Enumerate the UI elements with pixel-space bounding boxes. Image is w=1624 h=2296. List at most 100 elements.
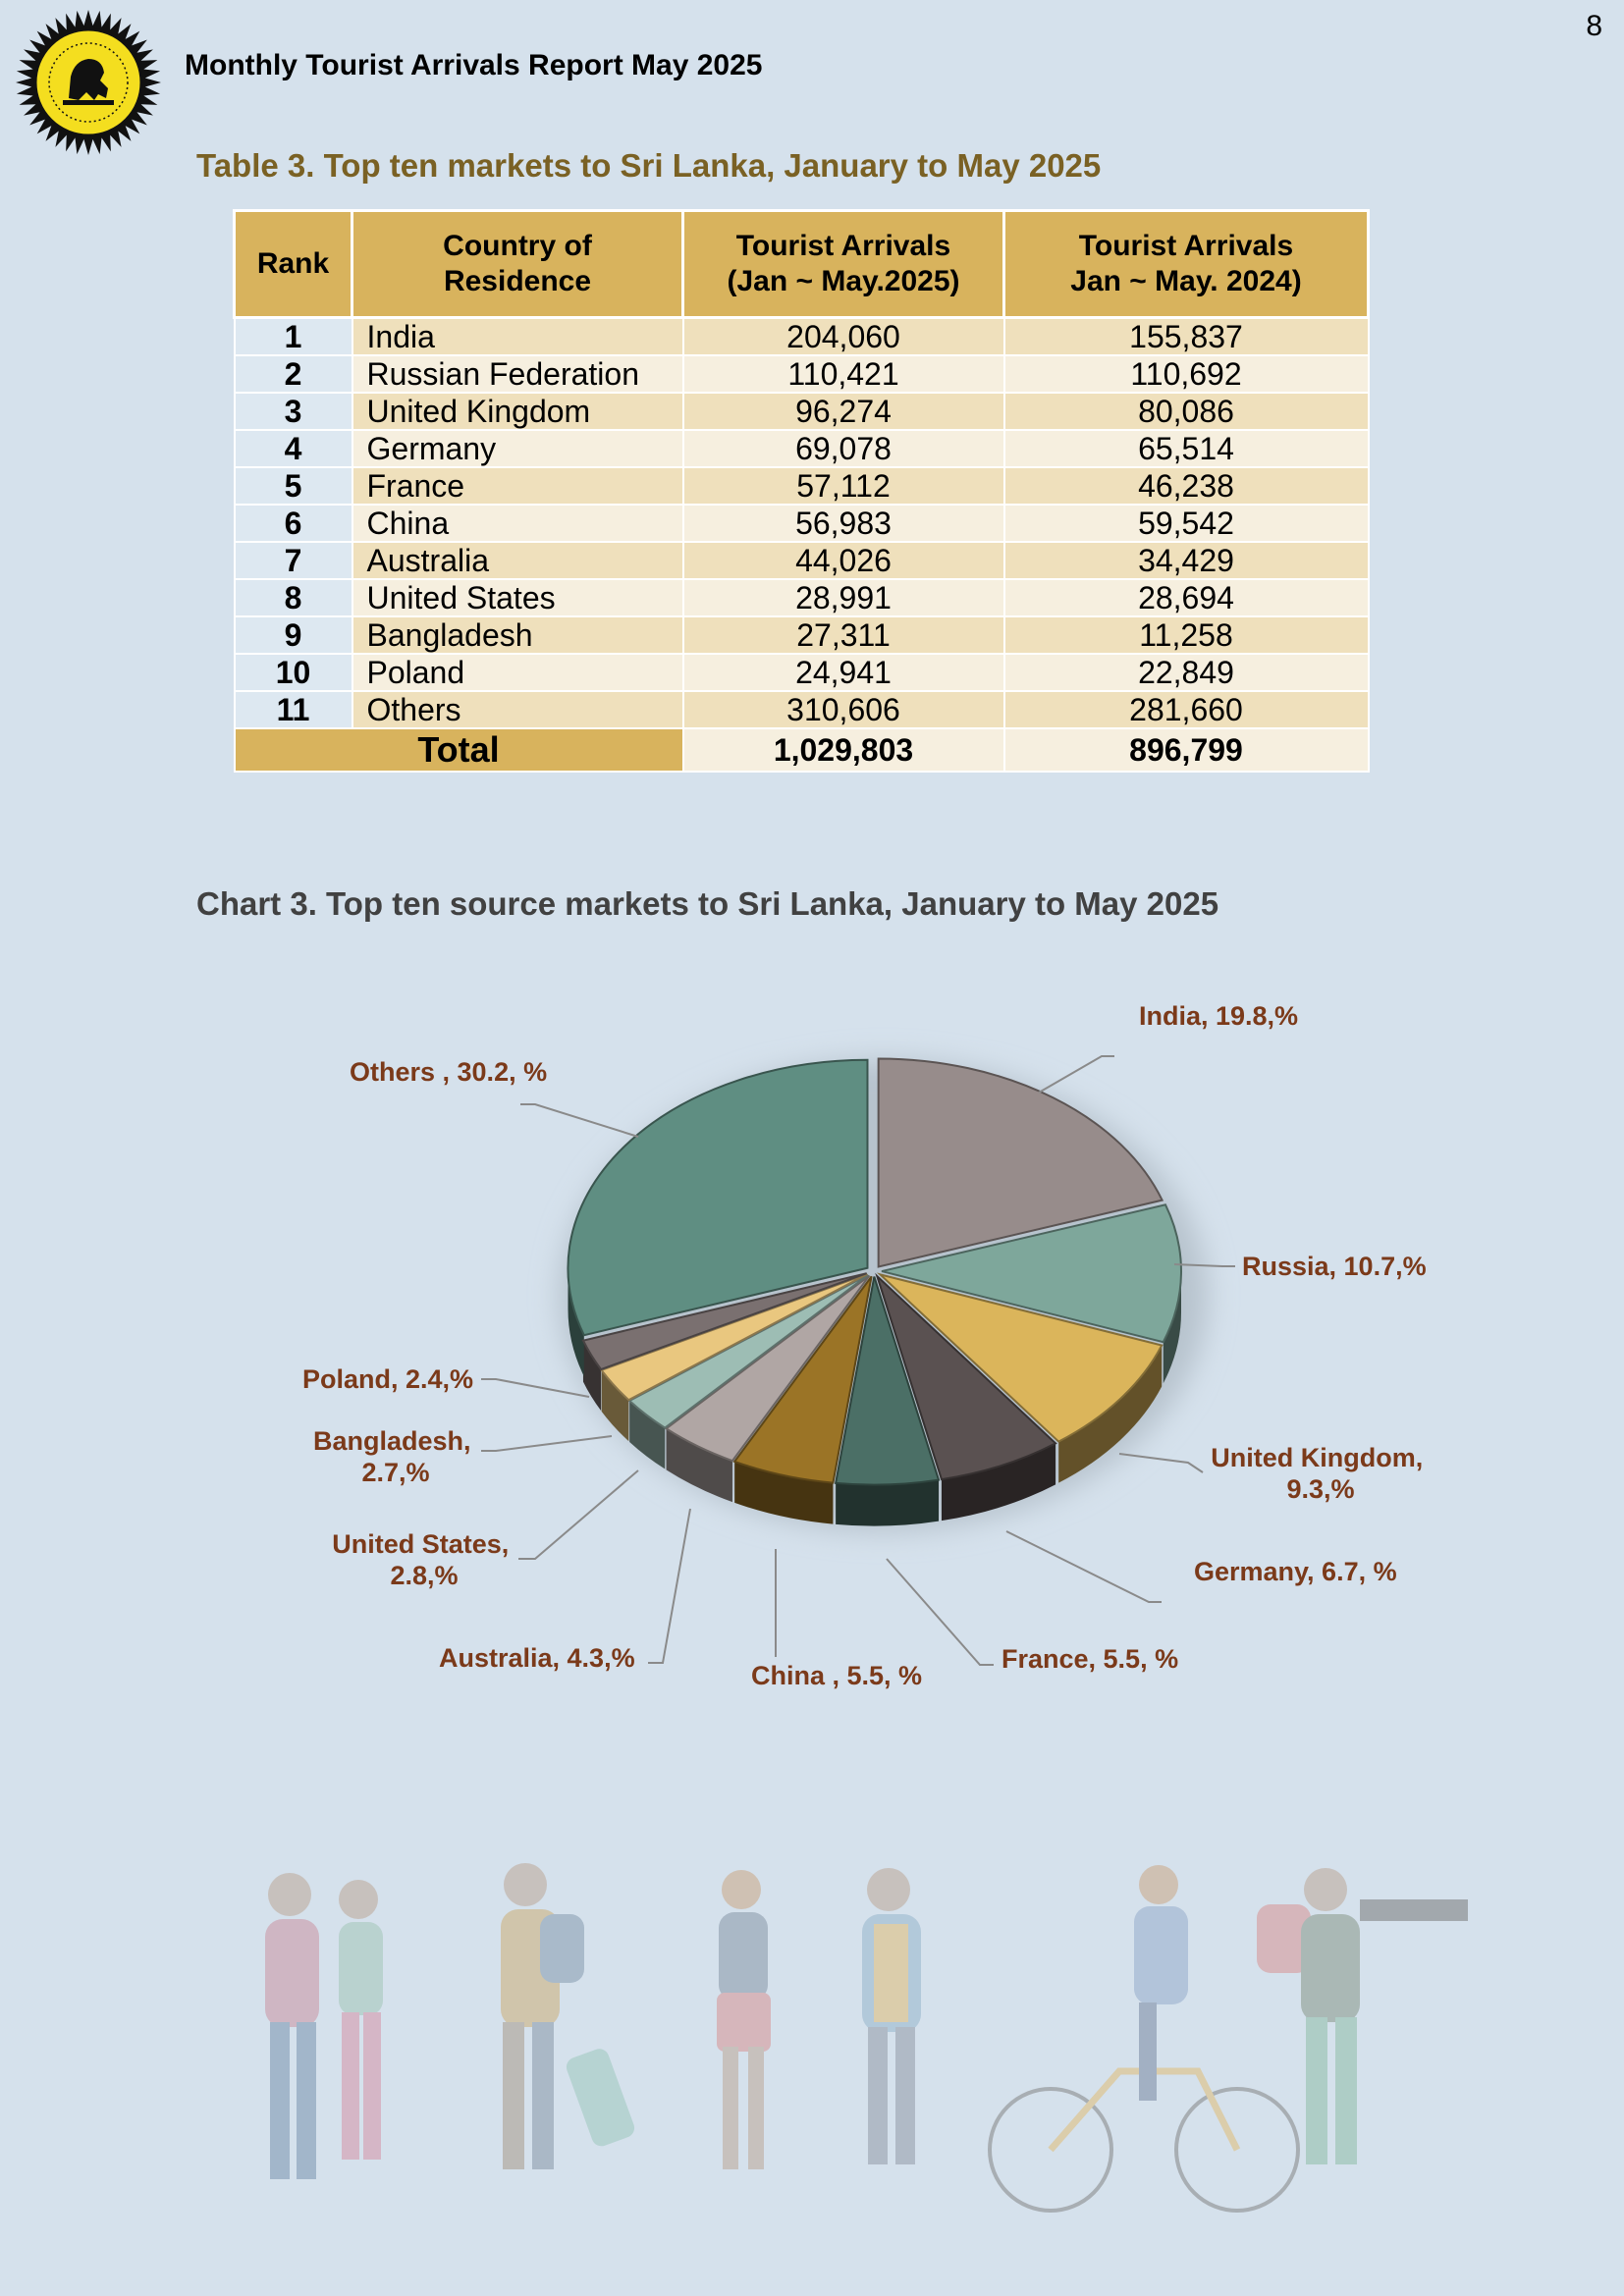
- label-united-states: United States, 2.8,%: [332, 1529, 516, 1590]
- pie-leader-lines: [481, 1055, 1235, 1666]
- leader-line-united-kingdom: [1118, 1453, 1204, 1473]
- row-rank: 10: [233, 653, 353, 692]
- header-rank: Rank: [233, 209, 353, 319]
- header-country: Country of Residence: [351, 209, 684, 319]
- table-row: 9 Bangladesh 27,311 11,258: [233, 615, 1370, 655]
- label-china-line1: China , 5.5, %: [751, 1661, 922, 1690]
- header-arrivals-2025-line2: (Jan ~ May.2025): [727, 265, 960, 297]
- row-rank: 5: [233, 466, 353, 506]
- label-united-kingdom: United Kingdom, 9.3,%: [1211, 1443, 1431, 1504]
- pie-side-others: [568, 1267, 584, 1377]
- row-rank: 7: [233, 541, 353, 580]
- label-russia-line1: Russia, 10.7,%: [1242, 1252, 1427, 1281]
- table-row: 11 Others 310,606 281,660: [233, 690, 1370, 729]
- label-poland: Poland, 2.4,%: [302, 1364, 473, 1394]
- pie-side-russia: [1163, 1271, 1181, 1384]
- row-country: Others: [351, 690, 684, 729]
- pie-side-united-states: [629, 1400, 666, 1469]
- label-india: India, 19.8,%: [1139, 1001, 1298, 1031]
- sri-lanka-tourism-logo: [16, 10, 161, 155]
- pie-labels: India, 19.8,% Russia, 10.7,% United King…: [302, 1001, 1431, 1690]
- label-bangladesh-line2: 2.7,%: [361, 1458, 429, 1487]
- label-australia: Australia, 4.3,%: [439, 1643, 635, 1673]
- pie-slice-others: [567, 1058, 869, 1337]
- leader-line-germany: [1005, 1530, 1162, 1603]
- row-arrivals-2024: 110,692: [1002, 354, 1370, 394]
- label-russia: Russia, 10.7,%: [1242, 1252, 1427, 1281]
- table-row: 5 France 57,112 46,238: [233, 466, 1370, 506]
- header-arrivals-2024-line2: Jan ~ May. 2024): [1070, 265, 1302, 297]
- label-china: China , 5.5, %: [751, 1661, 922, 1690]
- table-row: 1 India 204,060 155,837: [233, 316, 1370, 356]
- row-arrivals-2025: 57,112: [681, 466, 1005, 506]
- total-arrivals-2025: 1,029,803: [681, 727, 1005, 773]
- page-number: 8: [1586, 10, 1602, 42]
- row-arrivals-2024: 22,849: [1002, 653, 1370, 692]
- row-arrivals-2024: 155,837: [1002, 316, 1370, 356]
- label-france-line1: France, 5.5, %: [1001, 1644, 1178, 1674]
- row-country: Australia: [351, 541, 684, 580]
- row-rank: 6: [233, 504, 353, 543]
- traveler-figure: [717, 1870, 771, 2169]
- table-row: 10 Poland 24,941 22,849: [233, 653, 1370, 692]
- row-country: China: [351, 504, 684, 543]
- header-arrivals-2024-line1: Tourist Arrivals: [1078, 230, 1294, 262]
- table-header-row: Rank Country of Residence Tourist Arriva…: [233, 209, 1370, 319]
- row-arrivals-2025: 69,078: [681, 429, 1005, 468]
- row-arrivals-2024: 281,660: [1002, 690, 1370, 729]
- leader-line-india: [1038, 1055, 1114, 1094]
- header-arrivals-2025-line1: Tourist Arrivals: [735, 230, 951, 262]
- label-india-line1: India, 19.8,%: [1139, 1001, 1298, 1031]
- row-arrivals-2024: 65,514: [1002, 429, 1370, 468]
- report-title: Monthly Tourist Arrivals Report May 2025: [185, 49, 763, 81]
- label-united-kingdom-line1: United Kingdom,: [1211, 1443, 1423, 1472]
- total-label: Total: [233, 727, 684, 773]
- row-country: Russian Federation: [351, 354, 684, 394]
- label-bangladesh: Bangladesh, 2.7,%: [313, 1426, 478, 1487]
- row-rank: 11: [233, 690, 353, 729]
- traveler-figure: [1257, 1868, 1468, 2164]
- row-arrivals-2025: 28,991: [681, 578, 1005, 617]
- leader-line-bangladesh: [481, 1435, 613, 1452]
- row-arrivals-2024: 28,694: [1002, 578, 1370, 617]
- pie-side-bangladesh: [601, 1369, 629, 1442]
- row-country: Bangladesh: [351, 615, 684, 655]
- traveler-figure: [988, 1865, 1300, 2213]
- row-arrivals-2025: 110,421: [681, 354, 1005, 394]
- row-country: France: [351, 466, 684, 506]
- pie-side-poland: [582, 1340, 602, 1412]
- label-united-states-line2: 2.8,%: [390, 1561, 458, 1590]
- row-rank: 8: [233, 578, 353, 617]
- pie-slice-australia: [664, 1274, 871, 1463]
- row-rank: 4: [233, 429, 353, 468]
- row-rank: 2: [233, 354, 353, 394]
- row-country: United States: [351, 578, 684, 617]
- label-australia-line1: Australia, 4.3,%: [439, 1643, 635, 1673]
- pie-slice-france: [834, 1276, 941, 1486]
- label-others: Others , 30.2, %: [350, 1057, 547, 1087]
- chart-title: Chart 3. Top ten source markets to Sri L…: [196, 885, 1219, 922]
- travelers-illustration: [265, 1863, 1468, 2213]
- table-total-row: Total 1,029,803 896,799: [233, 727, 1370, 773]
- label-france: France, 5.5, %: [1001, 1644, 1178, 1674]
- leader-line-france: [886, 1558, 994, 1666]
- table-row: 8 United States 28,991 28,694: [233, 578, 1370, 617]
- traveler-figure: [501, 1863, 635, 2169]
- label-bangladesh-line1: Bangladesh,: [313, 1426, 471, 1456]
- header-arrivals-2024: Tourist Arrivals Jan ~ May. 2024): [1002, 209, 1370, 319]
- pie-slice-russia: [881, 1203, 1182, 1344]
- row-country: Germany: [351, 429, 684, 468]
- pie-side-united-kingdom: [1058, 1345, 1163, 1483]
- row-arrivals-2025: 96,274: [681, 392, 1005, 431]
- table-row: 7 Australia 44,026 34,429: [233, 541, 1370, 580]
- row-arrivals-2024: 46,238: [1002, 466, 1370, 506]
- header-arrivals-2025: Tourist Arrivals (Jan ~ May.2025): [681, 209, 1005, 319]
- row-arrivals-2025: 44,026: [681, 541, 1005, 580]
- row-rank: 9: [233, 615, 353, 655]
- leader-line-poland: [481, 1378, 590, 1398]
- row-arrivals-2024: 80,086: [1002, 392, 1370, 431]
- leader-line-united-states: [518, 1469, 639, 1560]
- traveler-figure: [862, 1868, 921, 2164]
- pie-slice-india: [877, 1057, 1164, 1268]
- pie-slice-china: [732, 1275, 873, 1484]
